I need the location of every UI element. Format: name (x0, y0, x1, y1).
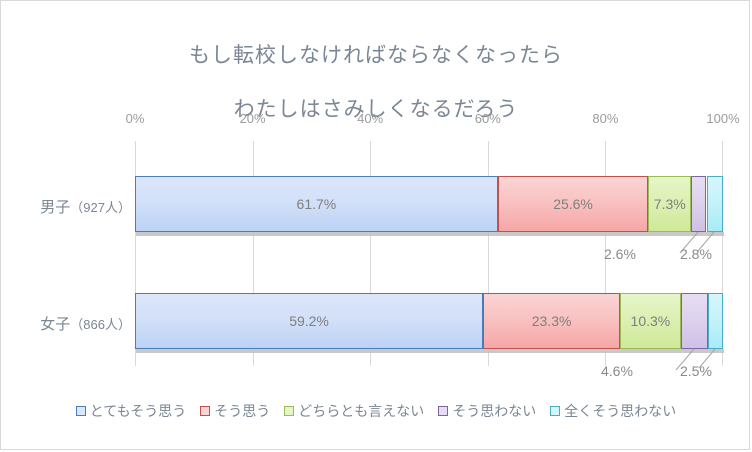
legend-item-sou-omou[interactable]: そう思う (200, 401, 270, 421)
bar-shadow-female (136, 349, 724, 353)
bar-label-male-3: 7.3% (653, 196, 686, 212)
chart-legend: とてもそう思う そう思う どちらとも言えない そう思わない 全くそう思わない (1, 401, 751, 421)
gridline-100 (722, 141, 723, 366)
plot-area: 61.7% 25.6% 7.3% 2.6% 2.8% (135, 141, 724, 379)
bar-row-male: 61.7% 25.6% 7.3% (135, 176, 724, 236)
legend-item-mattaku-sou-omowanai[interactable]: 全くそう思わない (550, 401, 676, 421)
chart-title: もし転校しなければならなくなったら わたしはさみしくなるだろう (1, 15, 751, 150)
bar-segment-male-dochiratomo-ienai[interactable]: 7.3% (648, 176, 692, 232)
bar-segment-female-mattaku-sou-omowanai[interactable] (707, 293, 723, 349)
gridline-80 (605, 141, 607, 366)
x-axis-tick-60: 60% (474, 111, 501, 126)
bar-label-male-1: 61.7% (296, 196, 337, 212)
legend-label-5: 全くそう思わない (564, 403, 677, 419)
bar-segment-male-totemo-sou-omou[interactable]: 61.7% (135, 176, 498, 232)
chart-title-line-2: わたしはさみしくなるだろう (233, 98, 519, 121)
legend-swatch-icon-purple (438, 406, 449, 416)
bar-shadow-male (136, 232, 724, 236)
legend-swatch-icon-blue (75, 406, 86, 416)
bar-label-female-3: 10.3% (630, 313, 671, 329)
y-axis-label-female-name: 女子 (40, 316, 71, 333)
callout-male-sou-omowanai: 2.6% (604, 246, 636, 262)
x-axis-tick-20: 20% (239, 111, 266, 126)
bar-segment-male-sou-omowanai[interactable] (691, 176, 707, 232)
bar-label-male-2: 25.6% (553, 196, 593, 212)
bar-segment-male-sou-omou[interactable]: 25.6% (497, 176, 649, 232)
bar-segment-female-sou-omowanai[interactable] (680, 293, 708, 349)
chart-title-line-1: もし転校しなければならなくなったら (189, 44, 563, 67)
bar-row-female: 59.2% 23.3% 10.3% (135, 293, 724, 353)
y-axis-label-female: 女子（866人） (1, 313, 131, 334)
bar-label-female-1: 59.2% (289, 313, 329, 329)
legend-item-totemo-sou-omou[interactable]: とてもそう思う (75, 401, 187, 421)
y-axis-label-male: 男子（927人） (1, 196, 131, 217)
legend-item-dochiratomo-ienai[interactable]: どちらとも言えない (284, 401, 424, 421)
legend-label-2: そう思う (214, 403, 271, 419)
legend-item-sou-omowanai[interactable]: そう思わない (438, 401, 536, 421)
legend-swatch-icon-cyan (550, 406, 561, 416)
x-axis-tick-80: 80% (592, 111, 619, 126)
legend-label-3: どちらとも言えない (298, 403, 425, 419)
legend-label-1: とてもそう思う (89, 403, 187, 419)
y-axis-label-female-count: （866人） (70, 317, 131, 332)
bar-segment-female-sou-omou[interactable]: 23.3% (483, 293, 621, 349)
legend-swatch-icon-red (200, 406, 211, 416)
gridline-60 (487, 141, 489, 366)
x-axis-tick-100: 100% (706, 111, 740, 126)
x-axis-tick-0: 0% (125, 111, 145, 126)
bar-segment-male-mattaku-sou-omowanai[interactable] (706, 176, 723, 232)
callout-female-mattaku-sou-omowanai: 2.5% (680, 363, 712, 379)
gridline-0 (135, 141, 136, 366)
bar-segment-female-dochiratomo-ienai[interactable]: 10.3% (620, 293, 681, 349)
y-axis-label-male-count: （927人） (70, 200, 131, 215)
legend-swatch-icon-green (284, 406, 295, 416)
gridline-40 (370, 141, 372, 366)
gridline-20 (252, 141, 254, 366)
bar-label-female-2: 23.3% (531, 313, 572, 329)
callout-male-mattaku-sou-omowanai: 2.8% (680, 246, 712, 262)
x-axis-tick-40: 40% (357, 111, 384, 126)
bar-segment-female-totemo-sou-omou[interactable]: 59.2% (135, 293, 484, 349)
legend-label-4: そう思わない (452, 403, 537, 419)
y-axis-label-male-name: 男子 (40, 199, 71, 216)
callout-female-sou-omowanai: 4.6% (601, 363, 633, 379)
